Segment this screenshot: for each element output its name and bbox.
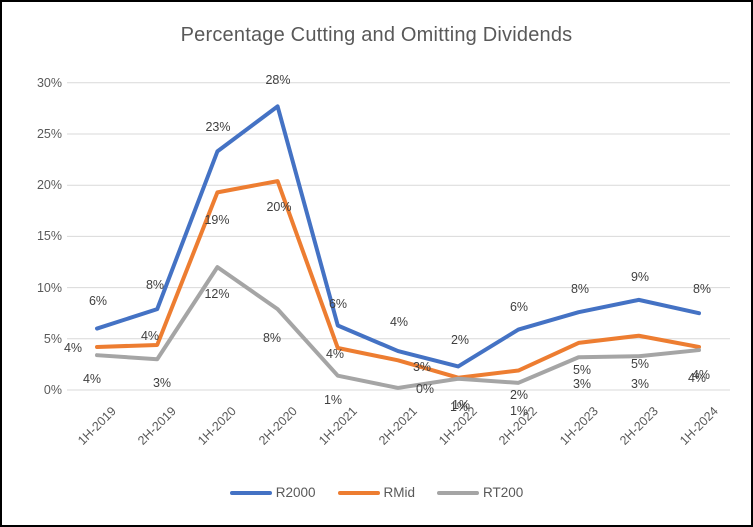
legend-label: R2000 — [275, 485, 316, 500]
data-label-rt200: 3% — [152, 376, 172, 390]
data-label-rt200: 8% — [262, 331, 282, 345]
data-label-r2000: 6% — [88, 294, 108, 308]
legend-item-rt200[interactable]: RT200 — [437, 485, 523, 500]
data-label-rt200: 0% — [415, 382, 435, 396]
data-label-rmid: 5% — [572, 363, 592, 377]
data-label-rmid: 4% — [140, 329, 160, 343]
data-label-rmid: 20% — [266, 200, 292, 214]
legend-label: RT200 — [483, 485, 524, 500]
data-label-rt200: 1% — [509, 404, 529, 418]
y-axis-tick-label: 10% — [36, 280, 62, 295]
data-label-rt200: 3% — [572, 377, 592, 391]
data-label-r2000: 28% — [265, 73, 291, 87]
legend-item-rmid[interactable]: RMid — [337, 485, 416, 500]
y-axis-tick-label: 0% — [43, 383, 62, 397]
series-line-r2000[interactable] — [95, 104, 701, 369]
data-label-r2000: 8% — [570, 282, 590, 296]
data-label-rt200: 4% — [82, 372, 102, 386]
data-label-r2000: 4% — [389, 315, 409, 329]
data-label-rt200: 1% — [449, 400, 469, 414]
data-label-rmid: 19% — [204, 213, 230, 227]
series-line-rmid[interactable] — [95, 179, 701, 380]
data-label-rmid: 4% — [63, 341, 83, 355]
legend: R2000 RMid RT200 — [2, 485, 751, 500]
data-label-rt200: 1% — [323, 393, 343, 407]
data-label-r2000: 8% — [692, 282, 712, 296]
data-label-rmid: 4% — [691, 368, 711, 382]
data-label-rt200: 12% — [204, 287, 230, 301]
y-axis-tick-label: 30% — [36, 75, 62, 90]
legend-line-swatch-rmid — [337, 490, 380, 495]
data-label-r2000: 8% — [145, 278, 165, 292]
data-label-rmid: 5% — [630, 357, 650, 371]
data-label-r2000: 23% — [205, 120, 231, 134]
series-line-rt200[interactable] — [95, 265, 701, 390]
y-axis-tick-label: 5% — [43, 331, 62, 346]
data-label-rt200: 3% — [630, 377, 650, 391]
chart-title: Percentage Cutting and Omitting Dividend… — [180, 24, 573, 46]
legend-line-swatch-rt200 — [437, 490, 480, 495]
data-label-r2000: 9% — [630, 270, 650, 284]
y-axis-tick-label: 25% — [36, 127, 62, 141]
legend-line-swatch-r2000 — [229, 490, 272, 495]
data-label-rmid: 3% — [412, 360, 432, 374]
legend-label: RMid — [383, 485, 416, 500]
y-axis-tick-label: 15% — [36, 229, 62, 244]
data-label-r2000: 2% — [450, 333, 470, 347]
y-axis-tick-label: 20% — [36, 178, 62, 193]
data-label-rt200: 4% — [687, 371, 707, 385]
data-label-r2000: 6% — [509, 300, 529, 314]
data-label-r2000: 6% — [328, 297, 348, 311]
data-label-rmid: 4% — [325, 347, 345, 361]
data-label-rmid: 1% — [451, 398, 471, 412]
data-label-rmid: 2% — [509, 388, 529, 402]
legend-item-r2000[interactable]: R2000 — [229, 485, 316, 500]
